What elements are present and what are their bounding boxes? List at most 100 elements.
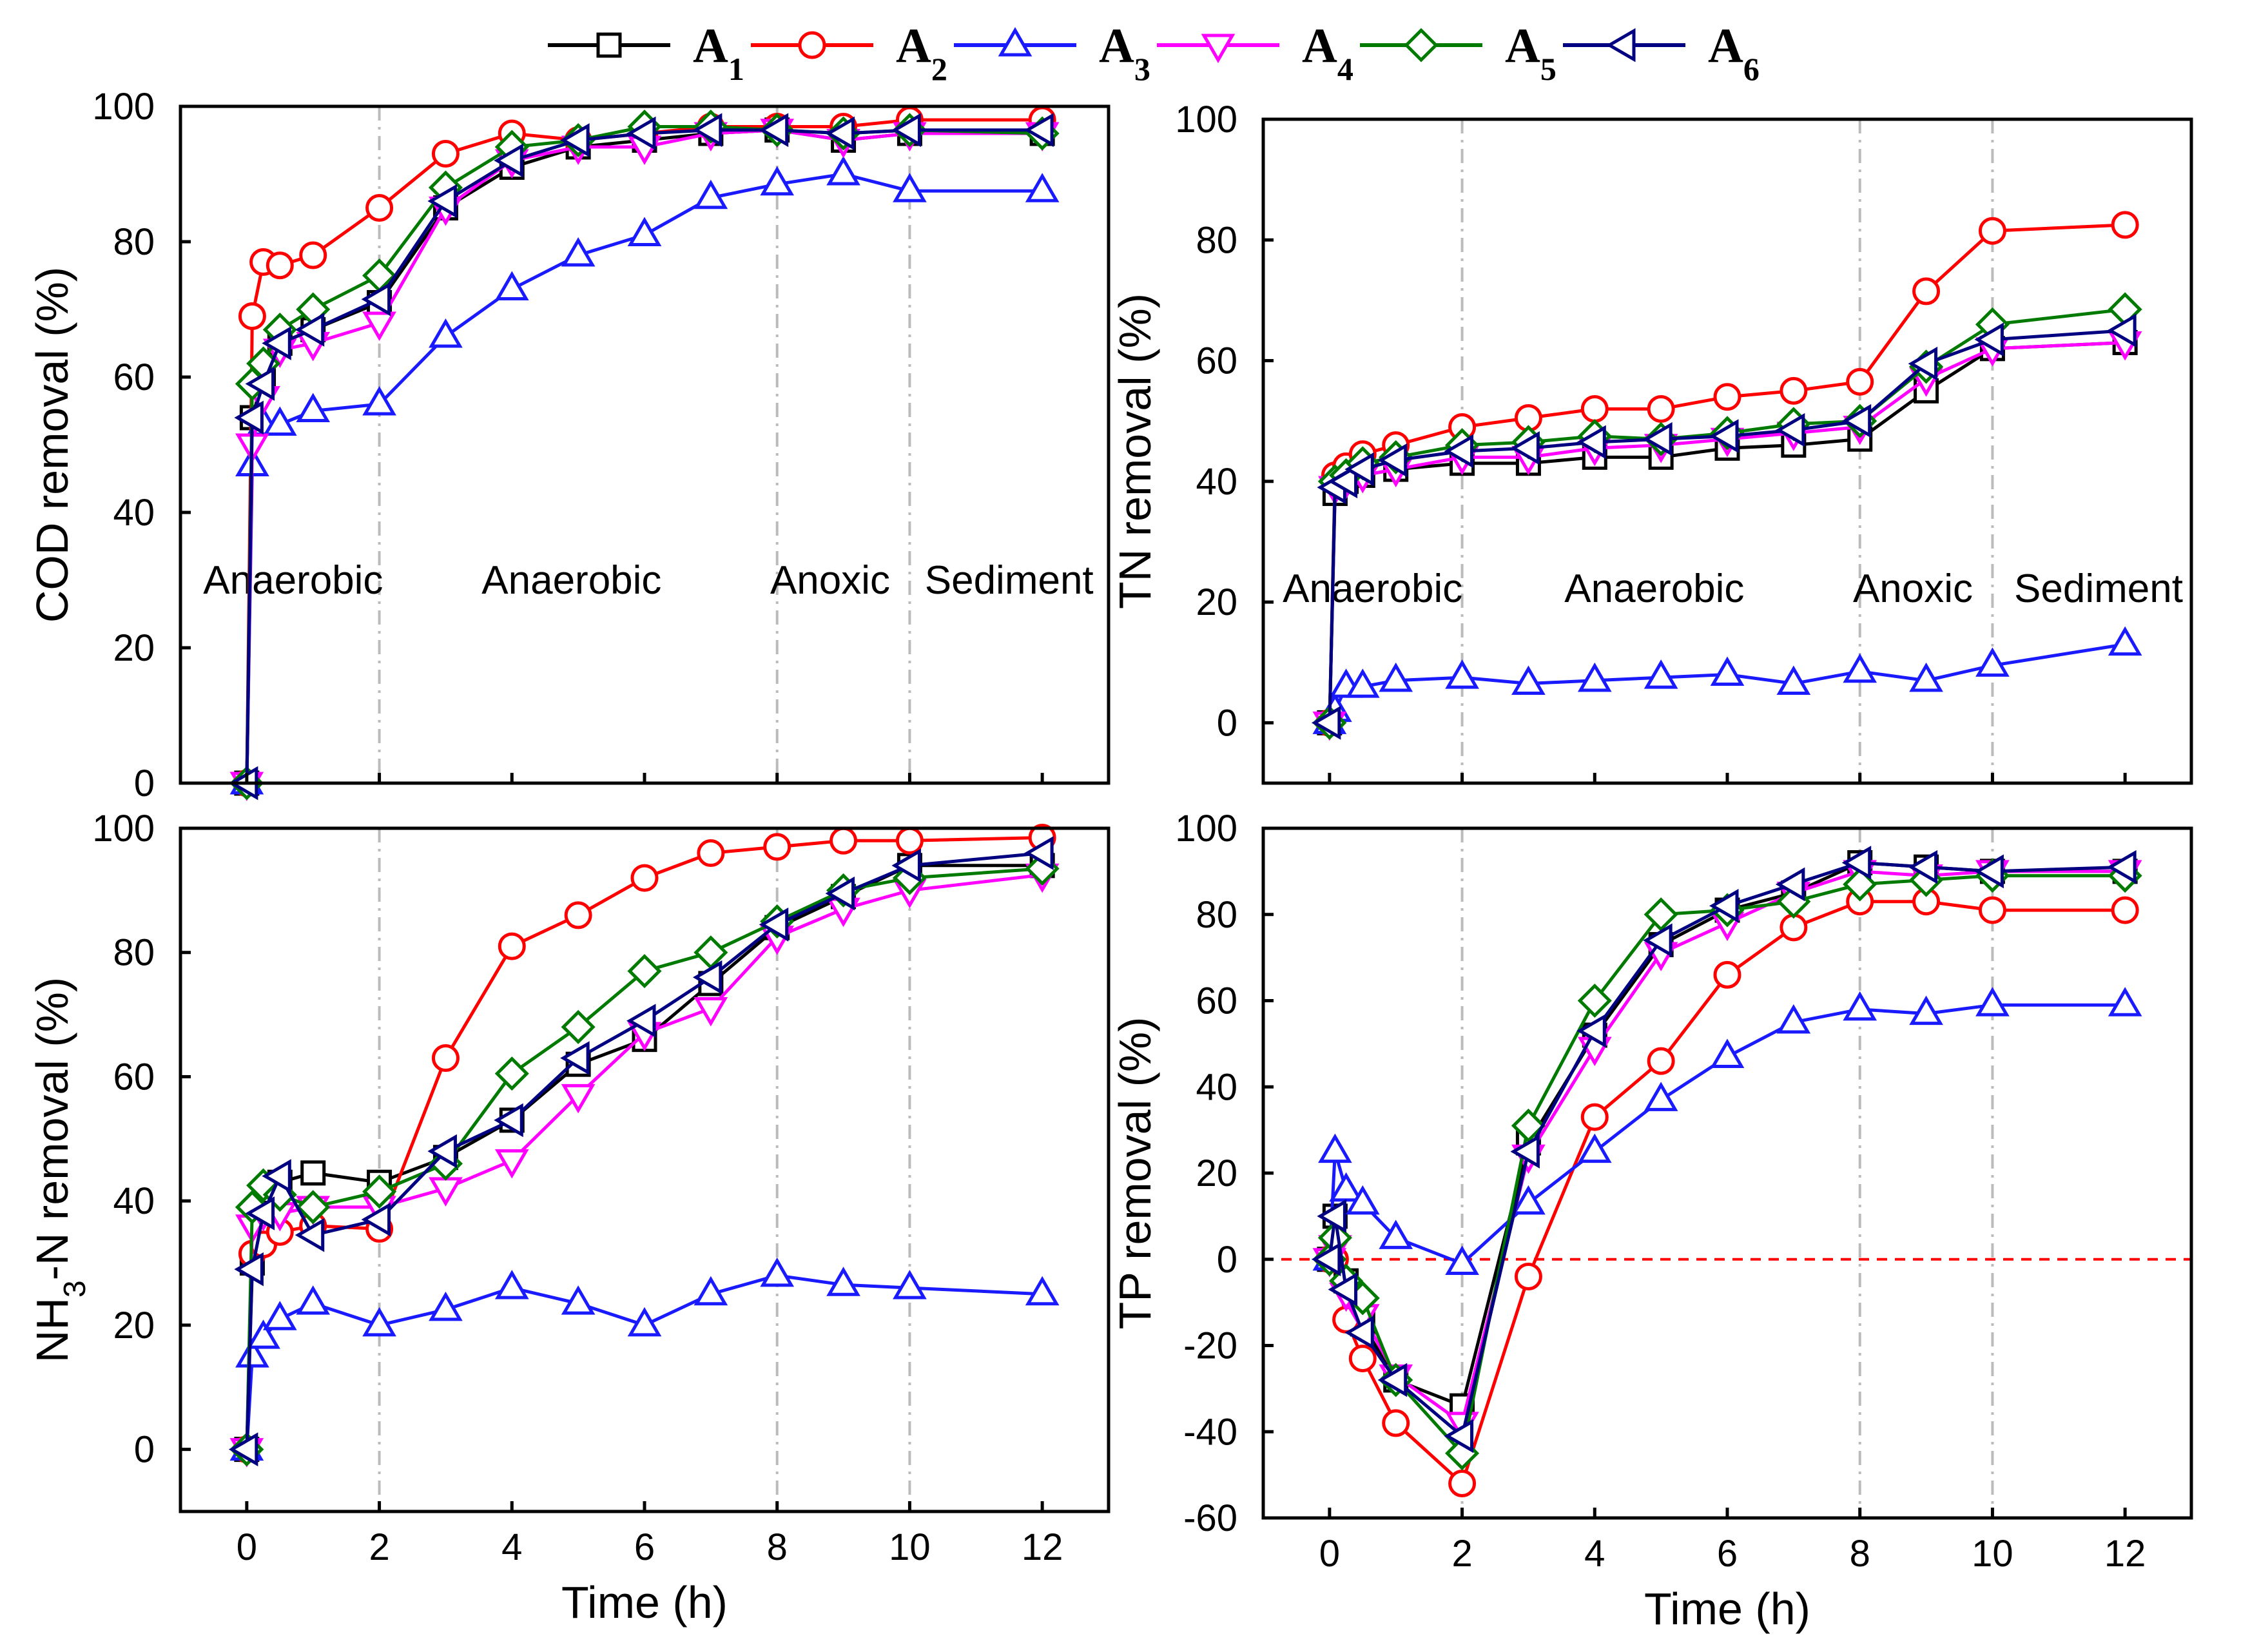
series-line-A1 bbox=[245, 864, 1043, 1450]
y-axis-label-subscript: 3 bbox=[58, 1280, 92, 1297]
data-point-A6 bbox=[2107, 313, 2137, 348]
data-point-A3 bbox=[1843, 653, 1877, 683]
y-tick-label: 60 bbox=[1196, 340, 1237, 382]
data-point-A6 bbox=[2107, 850, 2137, 884]
data-point-A6 bbox=[1908, 346, 1938, 381]
series-A6 bbox=[1311, 846, 2137, 1453]
y-tick-label: 40 bbox=[1196, 1066, 1237, 1108]
data-point-A2 bbox=[1780, 376, 1808, 405]
data-point-A3 bbox=[429, 318, 463, 348]
data-point-A6 bbox=[1643, 422, 1673, 456]
data-point-A2 bbox=[829, 826, 858, 855]
x-tick-label: 12 bbox=[1022, 1526, 1063, 1568]
x-tick-label: 0 bbox=[237, 1526, 257, 1568]
legend-label: A6 bbox=[1708, 19, 1760, 87]
legend-label: A3 bbox=[1099, 19, 1150, 87]
data-point-A3 bbox=[1710, 1038, 1745, 1068]
legend-label: A1 bbox=[693, 19, 744, 87]
series-A5 bbox=[229, 109, 1060, 801]
data-point-A3 bbox=[494, 271, 529, 300]
data-point-A4 bbox=[693, 996, 728, 1027]
series-line-A2 bbox=[1329, 900, 2126, 1486]
data-point-A2 bbox=[763, 833, 791, 861]
data-point-A6 bbox=[1510, 1134, 1540, 1169]
plot-frame bbox=[179, 104, 1110, 785]
data-point-A3 bbox=[1511, 665, 1546, 695]
x-tick-label: 10 bbox=[889, 1526, 931, 1568]
data-point-A6 bbox=[295, 1218, 325, 1252]
data-point-A2 bbox=[2111, 896, 2139, 924]
y-tick-label: 20 bbox=[113, 1305, 155, 1346]
data-point-A6 bbox=[1510, 431, 1540, 465]
y-tick-label: 60 bbox=[1196, 980, 1237, 1022]
data-point-A6 bbox=[1576, 1013, 1606, 1048]
legend-marker bbox=[1606, 28, 1636, 63]
x-tick-label: 2 bbox=[1451, 1533, 1472, 1575]
series-line-A6 bbox=[1328, 860, 2126, 1439]
data-point-A2 bbox=[431, 140, 460, 168]
data-point-A5 bbox=[296, 1190, 331, 1225]
data-point-A3 bbox=[1379, 1220, 1413, 1249]
phase-label: Anaerobic bbox=[481, 558, 661, 603]
legend-item-A1: A1 bbox=[548, 19, 744, 87]
x-tick-label: 4 bbox=[1584, 1533, 1605, 1575]
data-point-A6 bbox=[759, 113, 789, 148]
data-point-A6 bbox=[295, 313, 325, 347]
data-point-A6 bbox=[262, 326, 291, 360]
data-point-A6 bbox=[1841, 846, 1872, 880]
data-point-A6 bbox=[1444, 434, 1474, 469]
data-point-A6 bbox=[1974, 322, 2004, 357]
data-point-A6 bbox=[361, 282, 391, 316]
legend-marker bbox=[798, 31, 826, 59]
x-tick-label: 8 bbox=[1850, 1533, 1870, 1575]
data-point-A5 bbox=[1644, 897, 1678, 932]
legend-label-main: A bbox=[1505, 19, 1540, 73]
data-point-A3 bbox=[1511, 1185, 1546, 1215]
series-line-A1 bbox=[1328, 860, 2126, 1408]
data-point-A3 bbox=[362, 386, 396, 416]
data-point-A6 bbox=[1908, 850, 1938, 884]
legend-label-main: A bbox=[1099, 19, 1134, 73]
data-point-A6 bbox=[1024, 836, 1054, 870]
data-point-A2 bbox=[697, 839, 725, 868]
data-point-A3 bbox=[1975, 647, 2010, 677]
data-point-A2 bbox=[1978, 217, 2006, 245]
data-point-A6 bbox=[1024, 113, 1054, 148]
data-point-A3 bbox=[1445, 659, 1479, 689]
data-point-A2 bbox=[1846, 367, 1874, 396]
data-point-A2 bbox=[238, 302, 266, 330]
data-point-A3 bbox=[1776, 665, 1811, 695]
data-point-A2 bbox=[299, 241, 327, 269]
data-point-A2 bbox=[1647, 394, 1675, 423]
legend-marker bbox=[998, 27, 1033, 57]
legend-label-subscript: 6 bbox=[1743, 51, 1760, 87]
data-point-A4 bbox=[362, 311, 396, 341]
y-tick-label: 40 bbox=[113, 492, 155, 534]
legend-marker bbox=[1404, 28, 1439, 63]
data-point-A4 bbox=[494, 1149, 529, 1179]
legend-item-A6: A6 bbox=[1563, 19, 1760, 87]
y-tick-label: 0 bbox=[1217, 702, 1237, 744]
data-point-A6 bbox=[1709, 419, 1739, 453]
data-point-A3 bbox=[760, 166, 795, 196]
x-tick-label: 2 bbox=[369, 1526, 389, 1568]
data-point-A3 bbox=[1345, 668, 1380, 698]
data-point-A2 bbox=[1580, 1103, 1609, 1131]
series-A3 bbox=[229, 1257, 1060, 1461]
data-point-A6 bbox=[245, 1196, 275, 1230]
data-point-A2 bbox=[2111, 211, 2139, 239]
x-tick-label: 6 bbox=[1717, 1533, 1738, 1575]
data-point-A6 bbox=[1775, 867, 1805, 902]
data-point-A6 bbox=[1841, 403, 1872, 438]
data-point-A3 bbox=[561, 237, 596, 267]
series-line-A6 bbox=[245, 851, 1043, 1450]
series-line-A3 bbox=[245, 1274, 1043, 1450]
data-point-A6 bbox=[1328, 1272, 1358, 1307]
data-point-A3 bbox=[1644, 659, 1678, 689]
data-point-A6 bbox=[361, 1202, 391, 1237]
y-axis-label: NH3-N removal (%) bbox=[27, 977, 92, 1363]
y-tick-label: -60 bbox=[1183, 1497, 1237, 1539]
y-tick-label: 20 bbox=[1196, 1152, 1237, 1194]
data-point-A2 bbox=[1448, 1470, 1477, 1497]
data-point-A6 bbox=[1328, 464, 1358, 499]
